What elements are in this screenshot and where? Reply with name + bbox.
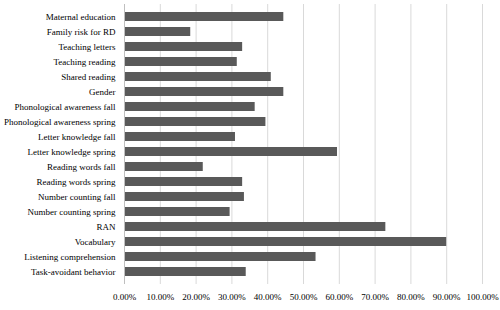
svg-text:Family risk for RD: Family risk for RD [47,27,116,37]
svg-text:Teaching letters: Teaching letters [58,42,116,52]
svg-text:30.00%: 30.00% [218,292,246,302]
svg-text:Phonological awareness fall: Phonological awareness fall [15,102,116,112]
svg-text:Reading words fall: Reading words fall [47,162,116,172]
svg-text:Letter knowledge spring: Letter knowledge spring [28,147,116,157]
svg-text:Shared reading: Shared reading [61,72,116,82]
svg-text:Letter knowledge fall: Letter knowledge fall [38,132,116,142]
svg-text:Number counting fall: Number counting fall [38,192,116,202]
svg-text:100.00%: 100.00% [466,292,499,302]
svg-text:Vocabulary: Vocabulary [75,237,116,247]
svg-text:Maternal education: Maternal education [46,12,116,22]
svg-text:60.00%: 60.00% [325,292,353,302]
svg-text:40.00%: 40.00% [254,292,282,302]
svg-text:0.00%: 0.00% [113,292,137,302]
svg-text:Teaching reading: Teaching reading [53,57,116,67]
svg-text:Gender: Gender [89,87,116,97]
svg-text:90.00%: 90.00% [433,292,461,302]
svg-text:RAN: RAN [96,222,116,232]
svg-text:Number counting spring: Number counting spring [28,207,116,217]
svg-text:70.00%: 70.00% [361,292,389,302]
svg-text:Reading words spring: Reading words spring [37,177,116,187]
svg-text:Task-avoidant behavior: Task-avoidant behavior [31,267,116,277]
svg-text:Listening comprehension: Listening comprehension [24,252,116,262]
svg-text:10.00%: 10.00% [146,292,174,302]
svg-text:50.00%: 50.00% [290,292,318,302]
svg-text:20.00%: 20.00% [182,292,210,302]
svg-text:80.00%: 80.00% [397,292,425,302]
svg-text:Phonological awareness spring: Phonological awareness spring [4,117,116,127]
